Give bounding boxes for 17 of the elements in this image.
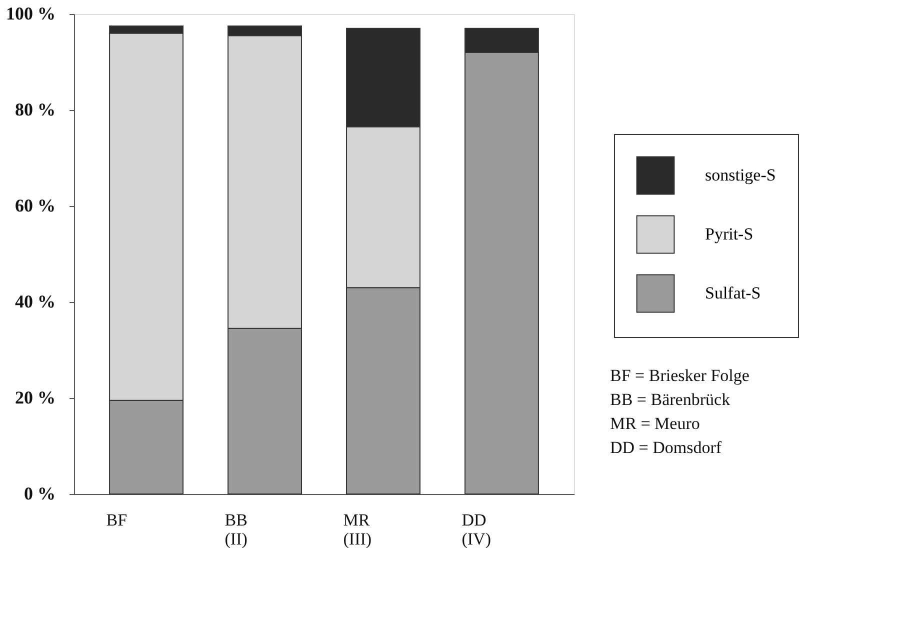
legend-label: Sulfat-S [705, 284, 761, 302]
text: BB = Bärenbrück [610, 390, 731, 409]
text: BF = Briesker Folge [610, 366, 750, 385]
x-tick-label: DD (IV) [462, 510, 491, 548]
legend-label: Pyrit-S [705, 224, 754, 244]
y-tick-label: 80 % [15, 100, 56, 120]
text: MR = Meuro [610, 414, 700, 433]
y-tick-label: 0 % [24, 484, 56, 504]
y-tick-label: 60 % [15, 196, 56, 216]
y-tick-label: 20 % [15, 388, 56, 408]
x-tick-label: MR (III) [343, 510, 372, 548]
legend-label: sonstige-S [705, 166, 776, 184]
x-tick-label: BF [106, 510, 128, 530]
y-tick-label: 40 % [15, 292, 56, 312]
x-tick-label: BB (II) [224, 510, 248, 548]
y-tick-label: 100 % [6, 4, 56, 24]
text: DD = Domsdorf [610, 438, 722, 457]
